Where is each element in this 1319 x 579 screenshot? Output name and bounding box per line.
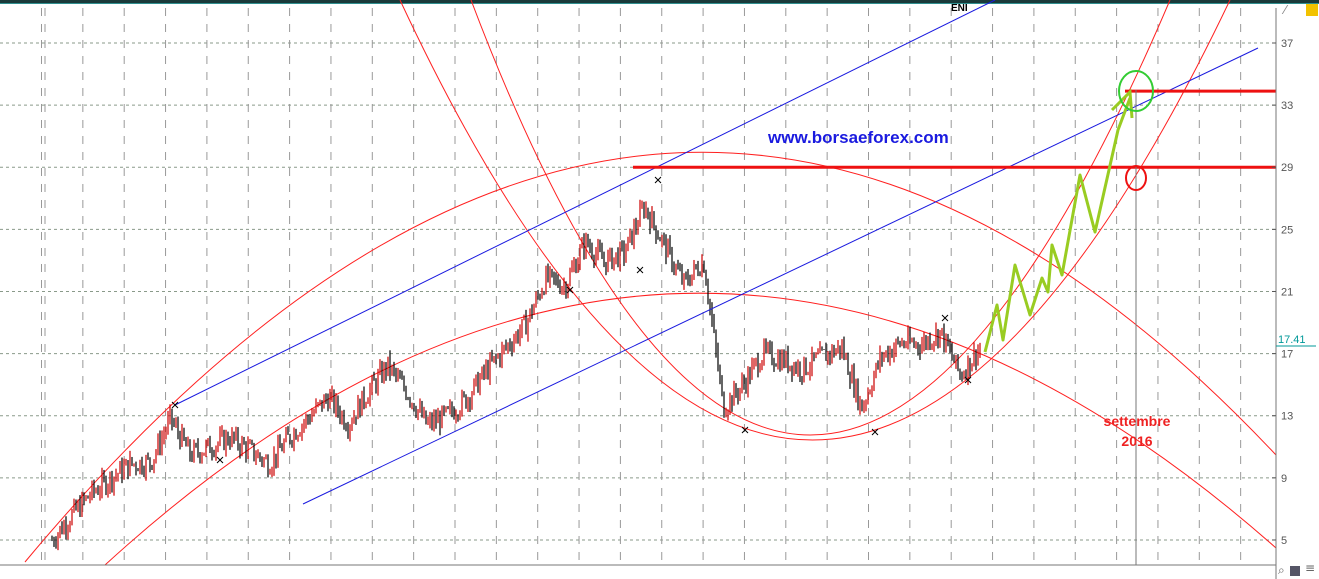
y-tick-label: 5 [1281, 535, 1287, 547]
upper-channel-line [174, 0, 996, 406]
zoom-icon[interactable]: ⌕ [1278, 563, 1285, 577]
inner-arc [104, 292, 1277, 566]
y-tick-label: 33 [1281, 100, 1293, 112]
gann-arcs [24, 0, 1277, 566]
lower-channel-line [302, 47, 1259, 505]
pivot-x-marker [566, 286, 574, 294]
target-circle [1118, 70, 1154, 112]
pivot-x-marker [871, 428, 879, 436]
settings-icon[interactable] [1306, 4, 1318, 16]
outer-arc [24, 151, 1277, 563]
symbol-label: ENI [951, 3, 968, 14]
toolbar [0, 0, 1319, 4]
y-tick-label: 29 [1281, 162, 1293, 174]
menu-icon[interactable]: ≡ [1305, 561, 1316, 575]
annotation-month: settembre [1104, 413, 1171, 429]
u-arc-outer [399, 0, 1231, 441]
annotation-year: 2016 [1121, 433, 1152, 449]
y-tick-label: 17 [1281, 349, 1293, 361]
pivot-x-marker [171, 401, 179, 409]
pivot-x-marker [216, 456, 224, 464]
watermark-text: www.borsaeforex.com [767, 128, 949, 147]
pivot-x-marker [636, 266, 644, 274]
y-axis: 37 33 29 25 21 17 13 9 5 [1272, 38, 1293, 547]
pivot-x-marker [964, 376, 972, 384]
y-tick-label: 9 [1281, 473, 1287, 485]
y-tick-label: 21 [1281, 286, 1293, 298]
scale-icon[interactable]: ⁄ [1284, 3, 1287, 17]
pivot-x-marker [654, 176, 662, 184]
y-tick-label: 13 [1281, 411, 1293, 423]
y-tick-label: 37 [1281, 38, 1293, 50]
breakout-circle [1125, 165, 1147, 191]
grid [0, 8, 1276, 565]
last-price-label: 17.41 [1278, 334, 1306, 346]
u-arc-inner [470, 0, 1171, 436]
overlays [171, 0, 1276, 565]
pivot-x-marker [941, 314, 949, 322]
y-tick-label: 25 [1281, 224, 1293, 236]
projection-zigzag [983, 97, 1132, 353]
price-bars [51, 199, 981, 551]
pivot-x-marker [741, 426, 749, 434]
grid-icon[interactable] [1290, 566, 1300, 576]
